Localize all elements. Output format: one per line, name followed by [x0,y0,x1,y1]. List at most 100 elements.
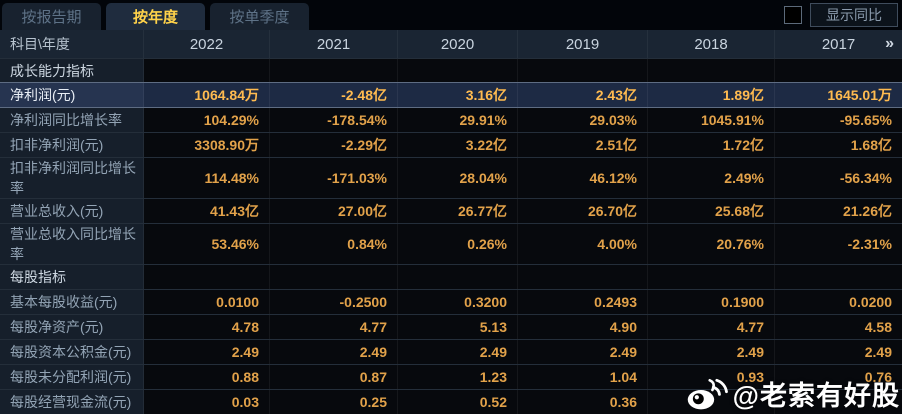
table-row: 扣非净利润同比增长率 114.48% -171.03% 28.04% 46.12% 2.4… [0,157,902,198]
value-cell: -178.54% [270,108,398,132]
value-cell [398,59,518,83]
value-cell: -95.65% [775,108,902,132]
value-cell: 2.49 [144,340,270,364]
row-label: 扣非净利润(元) [0,133,144,157]
value-cell: 4.78 [144,315,270,339]
value-cell: -2.48亿 [270,83,398,107]
value-cell: 0.93 [648,365,775,389]
row-label: 扣非净利润同比增长率 [0,158,144,198]
value-cell [518,59,648,83]
value-cell: 2.49 [270,340,398,364]
value-cell: 28.04% [398,158,518,198]
value-cell [775,390,902,414]
tab-by-year[interactable]: 按年度 [106,3,205,30]
value-cell: 114.48% [144,158,270,198]
value-cell: 29.91% [398,108,518,132]
corner-header: 科目\年度 [0,30,144,58]
year-column-header: 2017» [821,35,894,53]
value-cell: 26.70亿 [518,199,648,223]
value-cell: 4.00% [518,224,648,264]
table-row: 基本每股收益(元) 0.0100 -0.2500 0.3200 0.2493 0.1900… [0,289,902,314]
yoy-controls: 显示同比 [784,3,898,27]
value-cell: 0.26% [398,224,518,264]
value-cell: 4.77 [648,315,775,339]
show-yoy-checkbox[interactable] [784,6,802,24]
value-cell: 0.03 [144,390,270,414]
row-label: 营业总收入(元) [0,199,144,223]
value-cell: 0.36 [518,390,648,414]
row-label: 每股经营现金流(元) [0,390,144,414]
value-cell: 0.52 [398,390,518,414]
row-label: 净利润(元) [0,83,144,107]
value-cell: 4.90 [518,315,648,339]
value-cell: 25.68亿 [648,199,775,223]
value-cell [270,265,398,289]
table-row: 每股资本公积金(元) 2.49 2.49 2.49 2.49 2.49 2.49 [0,339,902,364]
value-cell: 0.76 [775,365,902,389]
value-cell: 0.3200 [398,290,518,314]
period-tabbar: 按报告期 按年度 按单季度 显示同比 [0,0,902,30]
table-row: 营业总收入(元) 41.43亿 27.00亿 26.77亿 26.70亿 25.68亿 21… [0,198,902,223]
value-cell: -2.31% [775,224,902,264]
year-column-header: 2018 [648,30,775,58]
row-label: 成长能力指标 [0,59,144,83]
value-cell: 1.04 [518,365,648,389]
value-cell: 2.43亿 [518,83,648,107]
value-cell: 41.43亿 [144,199,270,223]
value-cell: 3.16亿 [398,83,518,107]
row-label: 每股资本公积金(元) [0,340,144,364]
value-cell: 1645.01万 [775,83,902,107]
value-cell: 0.87 [270,365,398,389]
value-cell: 3308.90万 [144,133,270,157]
year-column-header: 2021 [270,30,398,58]
value-cell: 4.77 [270,315,398,339]
value-cell: -0.2500 [270,290,398,314]
value-cell: 0.84% [270,224,398,264]
table-row: 每股未分配利润(元) 0.88 0.87 1.23 1.04 0.93 0.76 [0,364,902,389]
show-yoy-label[interactable]: 显示同比 [810,3,898,27]
table-row: 每股经营现金流(元) 0.03 0.25 0.52 0.36 [0,389,902,414]
section-header-row: 成长能力指标 [0,58,902,83]
more-years-icon[interactable]: » [885,35,894,52]
value-cell: 104.29% [144,108,270,132]
tab-by-report-period[interactable]: 按报告期 [2,3,101,30]
value-cell: 53.46% [144,224,270,264]
value-cell: 21.26亿 [775,199,902,223]
value-cell: -2.29亿 [270,133,398,157]
value-cell: 0.0200 [775,290,902,314]
value-cell: 1064.84万 [144,83,270,107]
value-cell [398,265,518,289]
year-column-header: 2020 [398,30,518,58]
value-cell [648,59,775,83]
section-header-row: 每股指标 [0,264,902,289]
value-cell: 20.76% [648,224,775,264]
value-cell: 2.49 [775,340,902,364]
value-cell: 1.68亿 [775,133,902,157]
value-cell: -56.34% [775,158,902,198]
value-cell: 0.0100 [144,290,270,314]
table-row: 营业总收入同比增长率 53.46% 0.84% 0.26% 4.00% 20.76% -2.… [0,223,902,264]
value-cell: -171.03% [270,158,398,198]
value-cell: 0.25 [270,390,398,414]
table-header-row: 科目\年度 2022 2021 2020 2019 2018 2017» [0,30,902,58]
value-cell: 0.2493 [518,290,648,314]
value-cell: 1045.91% [648,108,775,132]
value-cell [775,59,902,83]
value-cell [144,59,270,83]
table-row: 扣非净利润(元) 3308.90万 -2.29亿 3.22亿 2.51亿 1.72亿 1.6… [0,132,902,157]
value-cell: 46.12% [518,158,648,198]
value-cell: 2.49 [398,340,518,364]
table-row: 每股净资产(元) 4.78 4.77 5.13 4.90 4.77 4.58 [0,314,902,339]
value-cell: 3.22亿 [398,133,518,157]
value-cell: 29.03% [518,108,648,132]
value-cell: 26.77亿 [398,199,518,223]
tab-by-quarter[interactable]: 按单季度 [210,3,309,30]
value-cell: 27.00亿 [270,199,398,223]
value-cell [270,59,398,83]
value-cell: 2.51亿 [518,133,648,157]
value-cell: 0.1900 [648,290,775,314]
value-cell [775,265,902,289]
value-cell [648,265,775,289]
table-row: 净利润同比增长率 104.29% -178.54% 29.91% 29.03% 1045.… [0,108,902,132]
